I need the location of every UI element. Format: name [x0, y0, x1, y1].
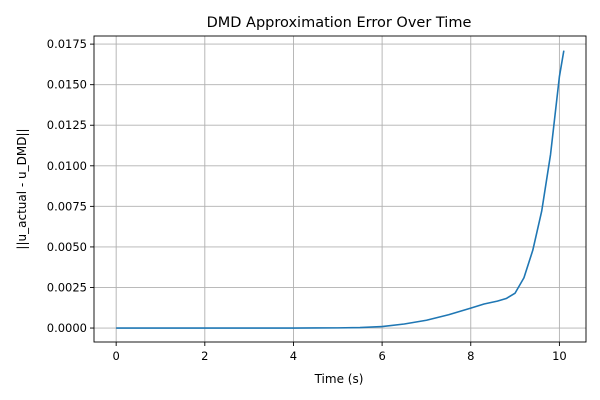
chart-title: DMD Approximation Error Over Time	[207, 15, 472, 31]
x-tick-label: 8	[467, 349, 474, 363]
y-tick-label: 0.0150	[47, 78, 87, 92]
x-tick-label: 0	[112, 349, 119, 363]
series-layer	[116, 50, 565, 329]
tick-layer: 0 2 4 6 8 10 0.0000 0.0025 0.0050 0.0075 0.0100 0.0…	[47, 37, 567, 363]
grid-layer	[94, 36, 586, 342]
x-tick-label: 4	[290, 349, 297, 363]
y-tick-label: 0.0075	[47, 199, 87, 213]
y-tick-label: 0.0025	[47, 280, 87, 294]
y-tick-label: 0.0050	[47, 240, 87, 254]
y-tick-label: 0.0125	[47, 118, 87, 132]
series-line	[116, 50, 565, 329]
x-tick-label: 6	[378, 349, 385, 363]
x-tick-label: 10	[552, 349, 567, 363]
y-tick-label: 0.0100	[47, 159, 87, 173]
y-tick-label: 0.0000	[47, 321, 87, 335]
plot-frame	[93, 35, 587, 343]
y-axis-label: ||u_actual - u_DMD||	[15, 128, 29, 249]
y-tick-label: 0.0175	[47, 37, 87, 51]
x-axis-label: Time (s)	[314, 372, 364, 386]
x-tick-label: 2	[201, 349, 208, 363]
